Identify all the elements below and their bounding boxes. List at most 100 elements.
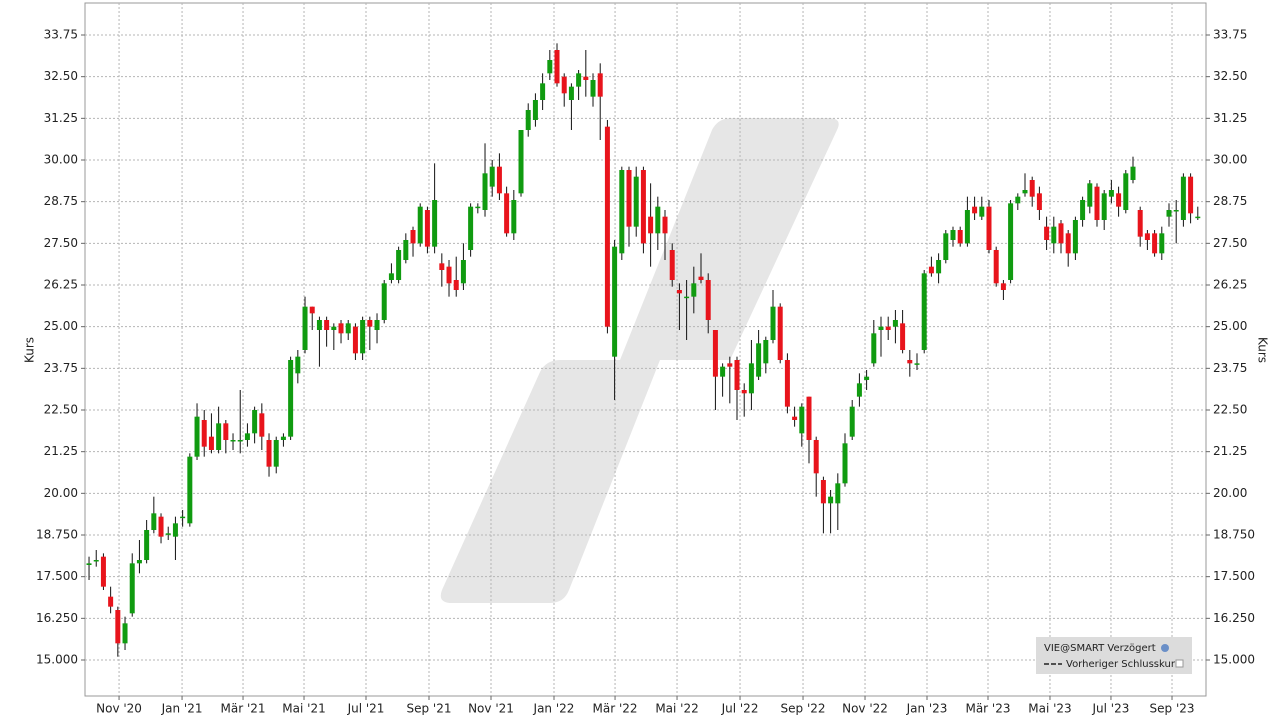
candle-body: [345, 323, 351, 334]
candle-body: [849, 406, 855, 437]
candle-body: [100, 556, 106, 587]
candle-body: [468, 206, 474, 250]
y-tick-label: 16.250: [36, 611, 78, 625]
candle-body: [655, 206, 661, 234]
candle-body: [194, 416, 200, 457]
candle-body: [482, 173, 488, 210]
candle-body: [316, 320, 322, 330]
candle-body: [784, 360, 790, 407]
y-tick-label: 15.000: [36, 653, 78, 667]
candle-body: [943, 233, 949, 260]
candle-body: [446, 266, 452, 284]
candle-body: [244, 433, 250, 440]
candle-body: [122, 623, 128, 644]
candle-body: [900, 323, 906, 350]
candle-body: [936, 260, 942, 274]
x-tick-label: Mär '22: [593, 702, 638, 716]
candle-body: [504, 193, 510, 234]
candle-body: [806, 396, 812, 440]
candle-body: [720, 366, 726, 377]
y2-tick-label: 17.500: [1213, 569, 1255, 583]
y2-tick-label: 21.25: [1213, 444, 1247, 458]
x-tick-label: Nov '21: [468, 702, 514, 716]
candle-body: [1015, 196, 1021, 204]
candle-body: [108, 596, 114, 607]
candle-body: [626, 170, 632, 227]
candle-body: [223, 423, 229, 440]
candle-body: [1036, 193, 1042, 210]
candle-body: [496, 166, 502, 194]
y2-axis-label: Kurs: [1256, 337, 1270, 363]
legend-icon: [1161, 644, 1169, 652]
y2-tick-label: 18.750: [1213, 528, 1255, 542]
y-tick-label: 17.500: [36, 569, 78, 583]
y-tick-label: 30.00: [44, 153, 78, 167]
candle-body: [388, 273, 394, 280]
candle-body: [331, 326, 337, 330]
candle-body: [842, 443, 848, 484]
candle-body: [892, 320, 898, 327]
candle-body: [633, 176, 639, 227]
x-tick-label: Nov '20: [96, 702, 142, 716]
x-tick-label: Jul '23: [1092, 702, 1130, 716]
x-tick-label: Jan '21: [161, 702, 203, 716]
y2-tick-label: 23.75: [1213, 361, 1247, 375]
candle-body: [1166, 210, 1172, 217]
candle-body: [835, 483, 841, 504]
candle-body: [792, 416, 798, 420]
candle-body: [532, 100, 538, 120]
candle-body: [554, 50, 560, 84]
candle-body: [187, 456, 193, 524]
candle-body: [475, 206, 481, 209]
candle-body: [439, 263, 445, 270]
legend-entry: Vorheriger Schlusskurs: [1066, 659, 1180, 670]
candle-body: [741, 390, 747, 394]
candle-body: [396, 250, 402, 280]
candle-body: [1188, 176, 1194, 214]
candle-body: [259, 413, 265, 437]
candle-body: [201, 420, 207, 447]
candle-body: [360, 320, 366, 354]
x-tick-label: Sep '22: [781, 702, 826, 716]
candle-body: [799, 406, 805, 434]
candle-body: [979, 206, 985, 217]
x-tick-label: Nov '22: [842, 702, 888, 716]
candle-body: [648, 216, 654, 234]
candle-body: [144, 530, 150, 560]
y2-tick-label: 33.75: [1213, 28, 1247, 42]
candle-body: [338, 323, 344, 334]
x-tick-label: Sep '23: [1150, 702, 1195, 716]
candle-body: [453, 280, 459, 290]
candle-body: [1195, 216, 1201, 219]
candle-body: [86, 563, 92, 565]
candle-body: [136, 560, 142, 564]
x-tick-label: Mai '21: [282, 702, 325, 716]
candle-body: [165, 533, 171, 535]
y-tick-label: 21.25: [44, 444, 78, 458]
candle-body: [878, 326, 884, 330]
candle-body: [885, 326, 891, 330]
candle-body: [820, 480, 826, 504]
candle-body: [1065, 233, 1071, 254]
candle-body: [208, 436, 214, 450]
y-tick-label: 33.75: [44, 28, 78, 42]
candle-body: [604, 126, 610, 327]
candle-body: [590, 80, 596, 97]
candle-body: [295, 356, 301, 374]
candle-body: [151, 513, 157, 530]
candle-body: [525, 110, 531, 130]
candle-body: [1044, 226, 1050, 240]
x-tick-label: Mär '21: [221, 702, 266, 716]
candle-body: [684, 296, 690, 299]
x-tick-label: Mai '23: [1028, 702, 1071, 716]
candle-body: [921, 273, 927, 350]
candle-body: [460, 260, 466, 284]
candle-body: [180, 516, 186, 519]
candle-body: [1180, 176, 1186, 220]
candle-body: [1101, 193, 1107, 220]
candle-body: [597, 73, 603, 97]
candle-body: [907, 360, 913, 364]
x-tick-label: Mär '23: [965, 702, 1010, 716]
y2-tick-label: 26.25: [1213, 278, 1247, 292]
